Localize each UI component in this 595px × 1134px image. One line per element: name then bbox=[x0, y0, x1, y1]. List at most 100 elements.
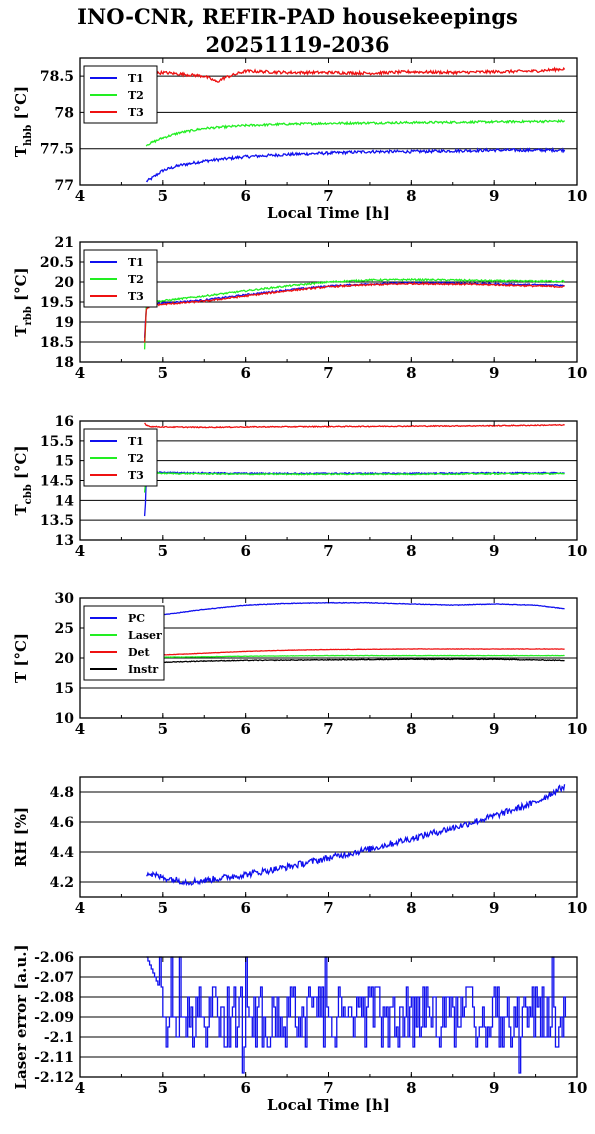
x-tick-label: 8 bbox=[406, 1079, 416, 1097]
x-tick-label: 8 bbox=[406, 899, 416, 917]
y-tick-label: -2.08 bbox=[34, 990, 74, 1006]
y-tick-label: 4.2 bbox=[50, 875, 74, 891]
series-line-t2 bbox=[143, 471, 565, 493]
y-tick-label: 78.5 bbox=[40, 69, 74, 85]
y-tick-label: 77 bbox=[55, 178, 74, 194]
series-line-det bbox=[146, 648, 565, 657]
y-tick-label: 20.5 bbox=[40, 255, 74, 271]
x-tick-label: 6 bbox=[240, 720, 250, 738]
y-axis-label: Tcbb [°C] bbox=[12, 445, 34, 515]
y-tick-label: -2.09 bbox=[34, 1010, 74, 1026]
y-tick-label: -2.1 bbox=[44, 1030, 74, 1046]
y-tick-label: -2.11 bbox=[34, 1050, 74, 1066]
x-tick-label: 5 bbox=[158, 899, 168, 917]
x-tick-label: 4 bbox=[75, 187, 85, 205]
series-line-data bbox=[146, 784, 566, 887]
series-line-t2 bbox=[145, 118, 566, 147]
x-tick-label: 10 bbox=[567, 720, 588, 738]
x-tick-label: 6 bbox=[240, 364, 250, 382]
x-tick-label: 6 bbox=[240, 542, 250, 560]
y-tick-label: -2.07 bbox=[34, 970, 74, 986]
y-tick-label: 19 bbox=[55, 315, 74, 331]
series-line-t3 bbox=[143, 281, 565, 343]
x-tick-label: 5 bbox=[158, 720, 168, 738]
legend-label: T3 bbox=[128, 469, 144, 482]
x-tick-label: 9 bbox=[489, 899, 499, 917]
y-tick-label: 78 bbox=[55, 105, 74, 121]
y-tick-label: 13.5 bbox=[40, 513, 74, 529]
legend-label: T1 bbox=[128, 72, 144, 85]
series-line-t1 bbox=[143, 470, 565, 517]
x-tick-label: 9 bbox=[489, 1079, 499, 1097]
x-tick-label: 5 bbox=[158, 1079, 168, 1097]
x-tick-label: 7 bbox=[323, 1079, 333, 1097]
y-tick-label: 15 bbox=[55, 454, 74, 470]
legend-label: T1 bbox=[128, 256, 144, 269]
x-tick-label: 7 bbox=[323, 187, 333, 205]
y-tick-label: 19.5 bbox=[40, 295, 74, 311]
legend-label: Laser bbox=[128, 629, 162, 642]
chart-title-line1: INO-CNR, REFIR-PAD housekeepings bbox=[77, 4, 518, 29]
y-tick-label: 4.8 bbox=[50, 785, 74, 801]
y-tick-label: 77.5 bbox=[40, 142, 74, 158]
series-line-t2 bbox=[143, 277, 565, 350]
legend-label: Det bbox=[128, 646, 151, 659]
legend-label: PC bbox=[128, 612, 145, 625]
x-tick-label: 8 bbox=[406, 720, 416, 738]
legend-box bbox=[83, 249, 158, 308]
x-tick-label: 9 bbox=[489, 364, 499, 382]
x-tick-label: 8 bbox=[406, 542, 416, 560]
x-tick-label: 5 bbox=[158, 542, 168, 560]
x-tick-label: 4 bbox=[75, 720, 85, 738]
legend-label: T2 bbox=[128, 452, 144, 465]
y-tick-label: 16 bbox=[55, 414, 74, 430]
x-tick-label: 5 bbox=[158, 187, 168, 205]
x-tick-label: 8 bbox=[406, 364, 416, 382]
x-tick-label: 4 bbox=[75, 899, 85, 917]
y-tick-label: 15 bbox=[55, 681, 74, 697]
series-line-data bbox=[146, 956, 567, 1074]
chart-title-line2: 20251119-2036 bbox=[205, 32, 390, 57]
y-tick-label: 10 bbox=[55, 711, 75, 727]
x-tick-label: 6 bbox=[240, 1079, 250, 1097]
y-tick-label: -2.06 bbox=[34, 950, 74, 966]
x-tick-label: 9 bbox=[489, 542, 499, 560]
legend-label: T1 bbox=[128, 435, 144, 448]
y-tick-label: -2.12 bbox=[34, 1070, 74, 1086]
y-tick-label: 18.5 bbox=[40, 335, 74, 351]
x-tick-label: 7 bbox=[323, 720, 333, 738]
y-axis-label: Laser error [a.u.] bbox=[12, 944, 30, 1089]
series-line-pc bbox=[146, 601, 565, 620]
y-tick-label: 21 bbox=[55, 235, 74, 251]
series-line-t3 bbox=[144, 422, 565, 429]
legend-label: T2 bbox=[128, 89, 144, 102]
y-tick-label: 13 bbox=[55, 533, 74, 549]
x-tick-label: 10 bbox=[567, 187, 588, 205]
x-tick-label: 4 bbox=[75, 364, 85, 382]
x-tick-label: 10 bbox=[567, 1079, 588, 1097]
y-tick-label: 15.5 bbox=[40, 434, 74, 450]
legend-label: T2 bbox=[128, 273, 144, 286]
x-tick-label: 5 bbox=[158, 364, 168, 382]
y-tick-label: 20 bbox=[55, 651, 75, 667]
x-tick-label: 10 bbox=[567, 364, 588, 382]
y-axis-label: Thbb [°C] bbox=[12, 86, 34, 157]
y-tick-label: 4.6 bbox=[50, 815, 74, 831]
x-tick-label: 9 bbox=[489, 720, 499, 738]
y-tick-label: 30 bbox=[55, 591, 75, 607]
x-tick-label: 7 bbox=[323, 542, 333, 560]
series-line-t3 bbox=[146, 66, 566, 83]
series-line-t1 bbox=[145, 146, 566, 183]
legend-label: Instr bbox=[128, 663, 158, 676]
series-line-t1 bbox=[143, 281, 565, 338]
y-axis-label: Trbb [°C] bbox=[12, 267, 34, 336]
y-tick-label: 4.4 bbox=[50, 845, 75, 861]
y-tick-label: 18 bbox=[55, 355, 74, 371]
x-tick-label: 10 bbox=[567, 899, 588, 917]
y-tick-label: 25 bbox=[55, 621, 74, 637]
x-tick-label: 10 bbox=[567, 542, 588, 560]
legend-label: T3 bbox=[128, 106, 144, 119]
x-tick-label: 4 bbox=[75, 542, 85, 560]
y-tick-label: 14 bbox=[55, 493, 75, 509]
